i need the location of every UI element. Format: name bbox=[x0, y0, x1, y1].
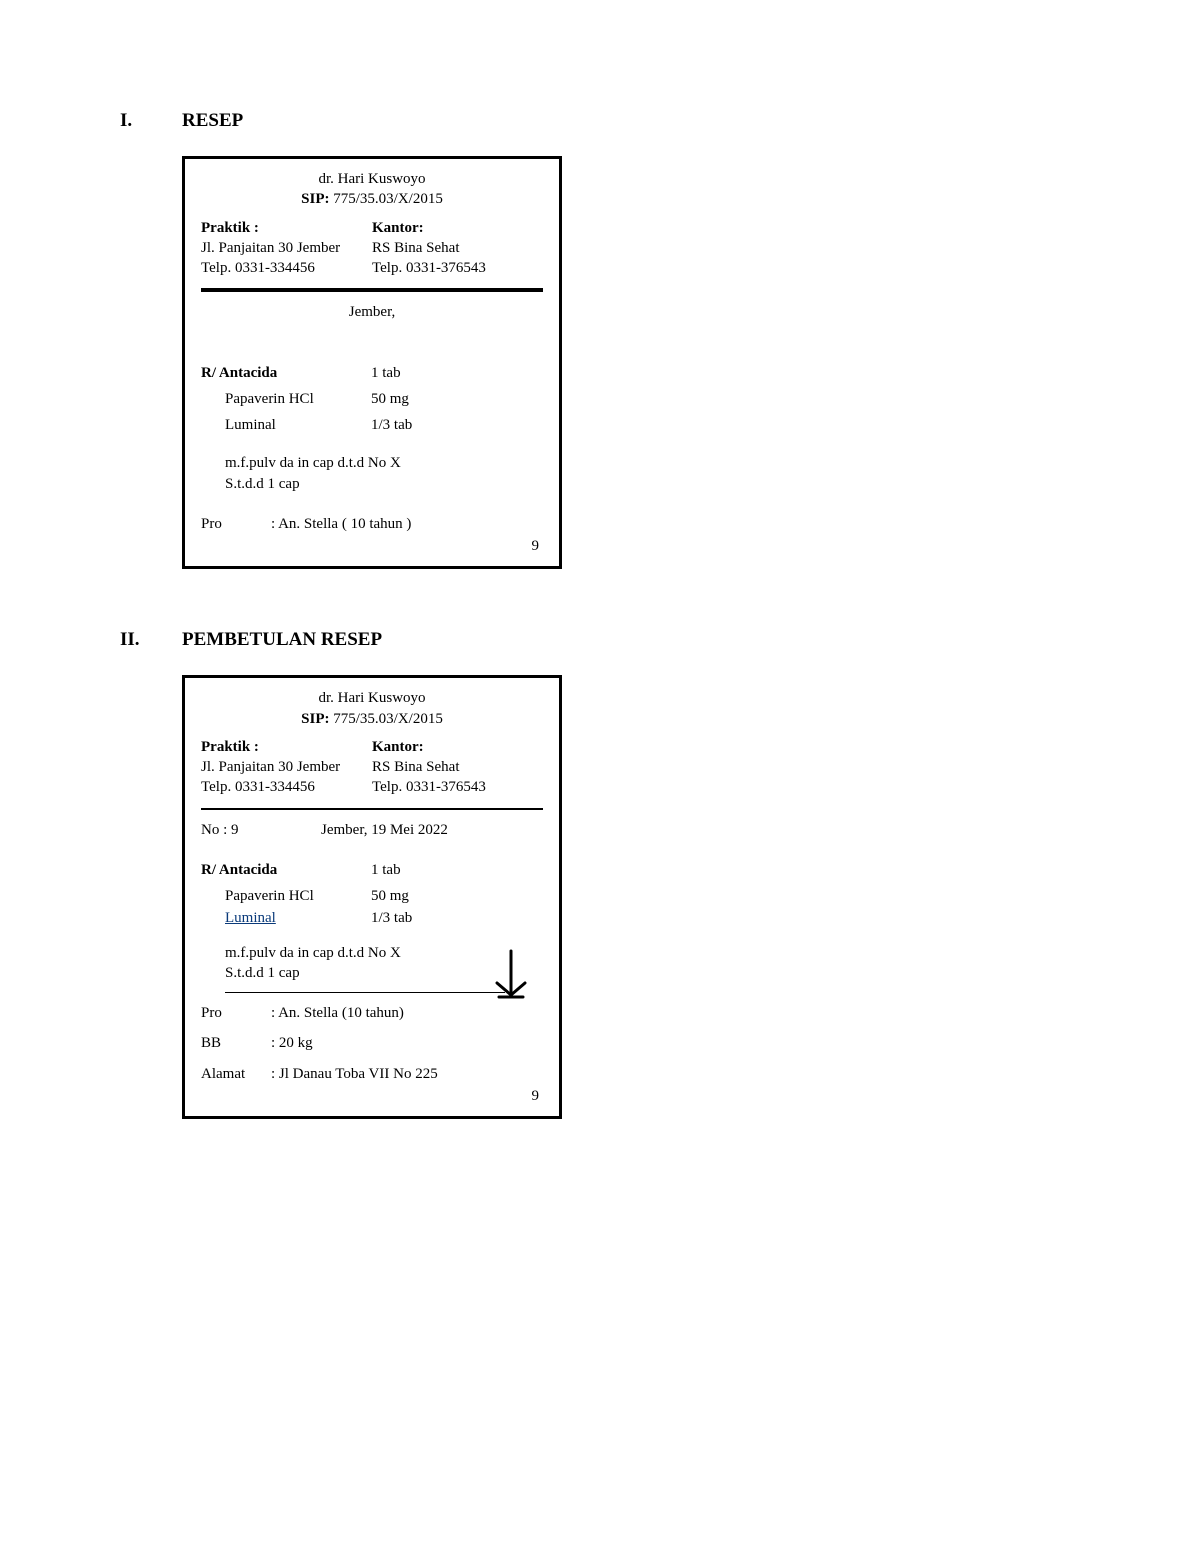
practice-col: Praktik : Jl. Panjaitan 30 Jember Telp. … bbox=[201, 218, 372, 279]
office-name-2: RS Bina Sehat bbox=[372, 757, 543, 777]
rx1-item-1: Papaverin HCl 50 mg bbox=[201, 389, 543, 409]
rx2-item-2: Luminal 1/3 tab bbox=[201, 908, 543, 928]
rx1-item-2: Luminal 1/3 tab bbox=[201, 415, 543, 435]
rx2-item-0-name: R/ Antacida bbox=[201, 860, 371, 880]
rx1-city: Jember, bbox=[201, 302, 543, 322]
rx1-instr1: m.f.pulv da in cap d.t.d No X bbox=[201, 453, 543, 473]
practice-address-2: Jl. Panjaitan 30 Jember bbox=[201, 757, 372, 777]
rx2-item-2-wrap: Luminal bbox=[201, 908, 371, 928]
rx2-alamat-value: : Jl Danau Toba VII No 225 bbox=[271, 1064, 438, 1084]
prescription-card-2: dr. Hari Kuswoyo SIP: 775/35.03/X/2015 P… bbox=[182, 675, 562, 1119]
office-col-2: Kantor: RS Bina Sehat Telp. 0331-376543 bbox=[372, 737, 543, 798]
info-columns: Praktik : Jl. Panjaitan 30 Jember Telp. … bbox=[201, 218, 543, 279]
rx2-alamat-row: Alamat : Jl Danau Toba VII No 225 bbox=[201, 1064, 543, 1084]
section-1-heading: I. RESEP bbox=[120, 110, 1080, 132]
rx1-item-2-qty: 1/3 tab bbox=[371, 415, 543, 435]
rx2-item-2-name: Luminal bbox=[225, 910, 276, 926]
doctor-name: dr. Hari Kuswoyo bbox=[201, 169, 543, 189]
practice-col-2: Praktik : Jl. Panjaitan 30 Jember Telp. … bbox=[201, 737, 372, 798]
office-name: RS Bina Sehat bbox=[372, 238, 543, 258]
section-2-title: PEMBETULAN RESEP bbox=[182, 629, 382, 651]
sip-line-2: SIP: 775/35.03/X/2015 bbox=[201, 709, 543, 729]
rx1-item-0: R/ Antacida 1 tab bbox=[201, 363, 543, 383]
rx1-pro-label: Pro bbox=[201, 514, 271, 534]
rx2-pro-block: Pro : An. Stella (10 tahun) BB : 20 kg A… bbox=[201, 1003, 543, 1084]
sip-label: SIP: bbox=[301, 191, 329, 207]
office-col: Kantor: RS Bina Sehat Telp. 0331-376543 bbox=[372, 218, 543, 279]
section-1-title: RESEP bbox=[182, 110, 243, 132]
sip-value-2: 775/35.03/X/2015 bbox=[333, 711, 443, 727]
rx2-no: No : 9 bbox=[201, 820, 321, 840]
rx2-bb-label: BB bbox=[201, 1033, 271, 1053]
divider-thick bbox=[201, 288, 543, 292]
rx1-footer-num: 9 bbox=[201, 536, 543, 556]
card-1-wrap: dr. Hari Kuswoyo SIP: 775/35.03/X/2015 P… bbox=[182, 156, 1080, 569]
office-phone-2: Telp. 0331-376543 bbox=[372, 777, 543, 797]
rx2-pro-label: Pro bbox=[201, 1003, 271, 1023]
signature-line bbox=[225, 992, 505, 993]
practice-address: Jl. Panjaitan 30 Jember bbox=[201, 238, 372, 258]
rx2-item-0-qty: 1 tab bbox=[371, 860, 543, 880]
no-date-row: No : 9 Jember, 19 Mei 2022 bbox=[201, 820, 543, 840]
rx1-item-1-qty: 50 mg bbox=[371, 389, 543, 409]
signature-icon bbox=[489, 947, 533, 1007]
practice-label-2: Praktik : bbox=[201, 737, 372, 757]
office-label-2: Kantor: bbox=[372, 737, 543, 757]
section-2-num: II. bbox=[120, 629, 182, 651]
rx2-item-2-qty: 1/3 tab bbox=[371, 908, 543, 928]
doctor-name-2: dr. Hari Kuswoyo bbox=[201, 688, 543, 708]
sip-label-2: SIP: bbox=[301, 711, 329, 727]
rx2-footer-num: 9 bbox=[201, 1086, 543, 1106]
rx2-item-1-name: Papaverin HCl bbox=[201, 886, 371, 906]
rx1-item-1-name: Papaverin HCl bbox=[201, 389, 371, 409]
office-phone: Telp. 0331-376543 bbox=[372, 258, 543, 278]
signature-wrap bbox=[201, 983, 543, 984]
page: I. RESEP dr. Hari Kuswoyo SIP: 775/35.03… bbox=[0, 0, 1200, 1259]
info-columns-2: Praktik : Jl. Panjaitan 30 Jember Telp. … bbox=[201, 737, 543, 798]
card-2-wrap: dr. Hari Kuswoyo SIP: 775/35.03/X/2015 P… bbox=[182, 675, 1080, 1119]
divider-thin bbox=[201, 808, 543, 810]
rx1-item-0-name: R/ Antacida bbox=[201, 363, 371, 383]
rx2-item-1: Papaverin HCl 50 mg bbox=[201, 886, 543, 906]
rx1-item-2-name: Luminal bbox=[201, 415, 371, 435]
sip-line: SIP: 775/35.03/X/2015 bbox=[201, 189, 543, 209]
rx2-pro-value: : An. Stella (10 tahun) bbox=[271, 1003, 404, 1023]
sip-value: 775/35.03/X/2015 bbox=[333, 191, 443, 207]
section-2-heading: II. PEMBETULAN RESEP bbox=[120, 629, 1080, 651]
rx2-item-1-qty: 50 mg bbox=[371, 886, 543, 906]
office-label: Kantor: bbox=[372, 218, 543, 238]
rx1-pro-row: Pro : An. Stella ( 10 tahun ) bbox=[201, 514, 543, 534]
rx2-city-date: Jember, 19 Mei 2022 bbox=[321, 820, 543, 840]
section-1-num: I. bbox=[120, 110, 182, 132]
rx2-no-label: No : bbox=[201, 822, 227, 838]
rx2-item-0: R/ Antacida 1 tab bbox=[201, 860, 543, 880]
rx2-no-value: 9 bbox=[231, 822, 239, 838]
practice-phone: Telp. 0331-334456 bbox=[201, 258, 372, 278]
prescription-card-1: dr. Hari Kuswoyo SIP: 775/35.03/X/2015 P… bbox=[182, 156, 562, 569]
rx2-bb-row: BB : 20 kg bbox=[201, 1033, 543, 1053]
rx1-item-0-qty: 1 tab bbox=[371, 363, 543, 383]
practice-label: Praktik : bbox=[201, 218, 372, 238]
rx2-bb-value: : 20 kg bbox=[271, 1033, 313, 1053]
practice-phone-2: Telp. 0331-334456 bbox=[201, 777, 372, 797]
rx1-instr2: S.t.d.d 1 cap bbox=[201, 474, 543, 494]
rx2-alamat-label: Alamat bbox=[201, 1064, 271, 1084]
rx1-pro-value: : An. Stella ( 10 tahun ) bbox=[271, 514, 411, 534]
